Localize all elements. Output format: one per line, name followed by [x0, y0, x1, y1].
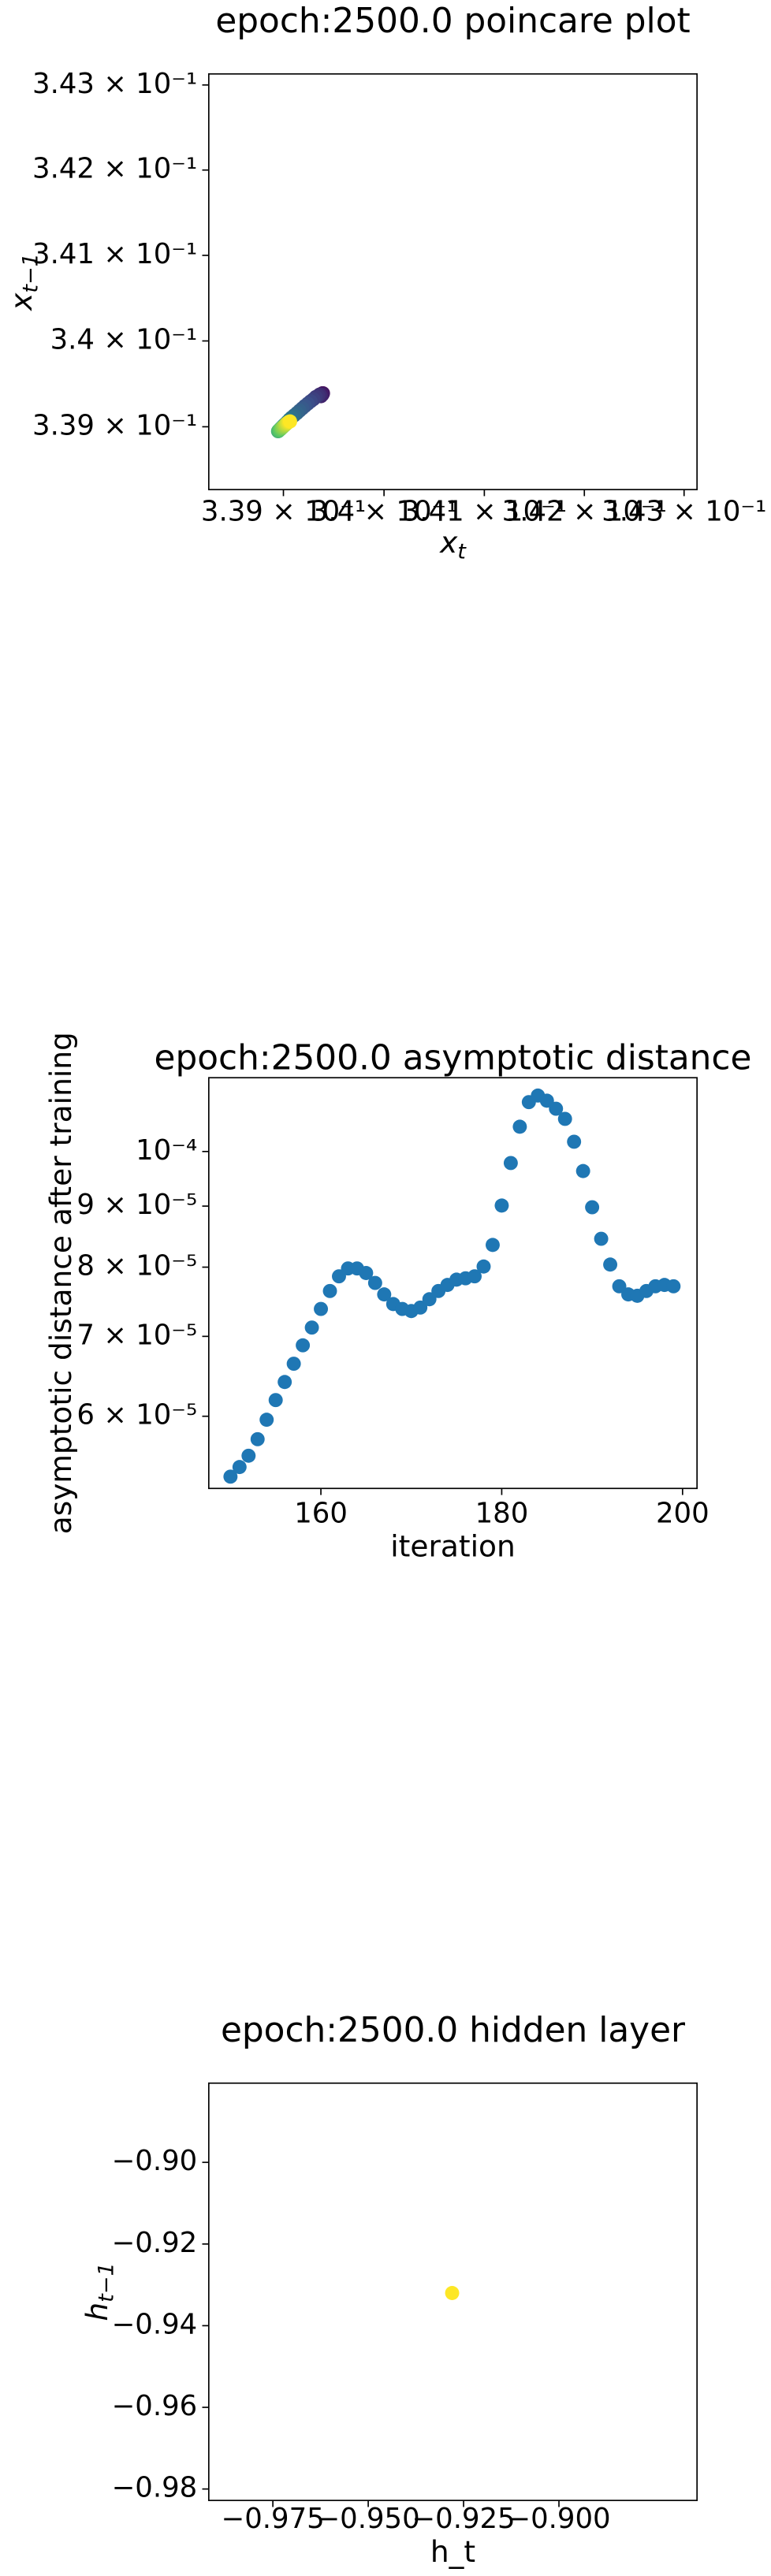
- chart-title: epoch:2500.0 hidden layer: [221, 2010, 685, 2050]
- x-tick-label: 3.41 × 10⁻¹: [402, 495, 567, 527]
- axis-label-text: h_t: [430, 2533, 475, 2568]
- point: [494, 1198, 509, 1213]
- point: [503, 1156, 518, 1171]
- x-tick-label: −0.950: [316, 2503, 419, 2535]
- point: [241, 1448, 256, 1463]
- point: [413, 1300, 428, 1315]
- axis-label-text: x: [439, 524, 458, 559]
- point: [223, 1469, 238, 1484]
- point: [539, 1093, 554, 1108]
- point: [232, 1460, 247, 1475]
- point: [422, 1292, 437, 1307]
- point: [594, 1231, 609, 1246]
- y-tick-label: −0.96: [112, 2390, 198, 2422]
- x-tick-label: 3.39 × 10⁻¹: [201, 495, 366, 527]
- y-tick-label: −0.98: [112, 2472, 198, 2504]
- axis-label: xt: [439, 524, 467, 563]
- point: [512, 1119, 527, 1134]
- x-tick-label: 180: [475, 1498, 529, 1530]
- chart-title: epoch:2500.0 asymptotic distance: [155, 1037, 752, 1078]
- point: [557, 1111, 572, 1126]
- y-tick-label: 6 × 10⁻⁵: [76, 1399, 197, 1431]
- point: [603, 1257, 618, 1272]
- point: [250, 1431, 265, 1446]
- point: [286, 1357, 301, 1372]
- axis-label-subscript: t−1: [94, 2262, 118, 2302]
- y-tick-label: −0.94: [112, 2308, 198, 2340]
- axis-label-subscript: t−1: [18, 253, 43, 293]
- y-tick-label: 3.39 × 10⁻¹: [32, 409, 197, 441]
- plot-frame: [207, 2082, 698, 2501]
- y-tick-label: −0.92: [112, 2227, 198, 2259]
- point: [282, 414, 297, 429]
- point: [666, 1279, 681, 1294]
- y-tick-label: −0.90: [112, 2145, 198, 2177]
- y-tick-label: 8 × 10⁻⁵: [76, 1250, 197, 1282]
- axis-label-text: h: [80, 2302, 114, 2321]
- x-tick-label: 3.42 × 10⁻¹: [502, 495, 667, 527]
- y-tick-label: 10⁻⁴: [136, 1134, 197, 1167]
- axis-label: ht−1: [80, 2262, 118, 2321]
- y-tick-label: 3.41 × 10⁻¹: [32, 238, 197, 270]
- point: [259, 1413, 274, 1428]
- axis-label-text: x: [4, 292, 39, 311]
- point: [567, 1134, 582, 1149]
- point: [277, 1375, 292, 1390]
- point: [296, 1338, 311, 1353]
- x-tick-label: −0.900: [507, 2503, 610, 2535]
- axis-label: asymptotic distance after training: [43, 1032, 78, 1534]
- plot-frame: [207, 73, 698, 490]
- point: [485, 1238, 500, 1253]
- y-tick-label: 9 × 10⁻⁵: [76, 1189, 197, 1221]
- point: [467, 1269, 482, 1284]
- point: [268, 1393, 283, 1408]
- axis-label-text: asymptotic distance after training: [43, 1032, 78, 1534]
- plot-frame: [207, 1077, 698, 1490]
- x-tick-label: 3.4 × 10⁻¹: [311, 495, 458, 527]
- point: [377, 1287, 392, 1302]
- y-tick-label: 3.4 × 10⁻¹: [50, 324, 198, 356]
- point: [322, 1283, 337, 1298]
- point: [575, 1163, 590, 1178]
- y-tick-label: 7 × 10⁻⁵: [76, 1319, 197, 1351]
- point: [612, 1279, 627, 1294]
- point: [549, 1101, 564, 1116]
- point: [359, 1266, 374, 1280]
- axis-label: iteration: [390, 1528, 516, 1563]
- axis-label: h_t: [430, 2533, 475, 2568]
- chart-title: epoch:2500.0 poincare plot: [215, 1, 690, 41]
- point: [476, 1259, 491, 1274]
- axis-label-text: iteration: [390, 1528, 516, 1563]
- point: [314, 1301, 329, 1316]
- x-tick-label: 160: [294, 1498, 348, 1530]
- y-tick-label: 3.42 × 10⁻¹: [32, 153, 197, 185]
- point: [367, 1275, 382, 1290]
- axis-label-subscript: t: [457, 539, 467, 564]
- x-tick-label: 3.43 × 10⁻¹: [602, 495, 766, 527]
- x-tick-label: −0.925: [412, 2503, 515, 2535]
- point: [304, 1320, 319, 1335]
- x-tick-label: −0.975: [222, 2503, 325, 2535]
- x-tick-label: 200: [656, 1498, 710, 1530]
- axis-label: xt−1: [4, 253, 43, 311]
- y-tick-label: 3.43 × 10⁻¹: [32, 68, 197, 100]
- point: [585, 1200, 600, 1215]
- point: [445, 2286, 460, 2300]
